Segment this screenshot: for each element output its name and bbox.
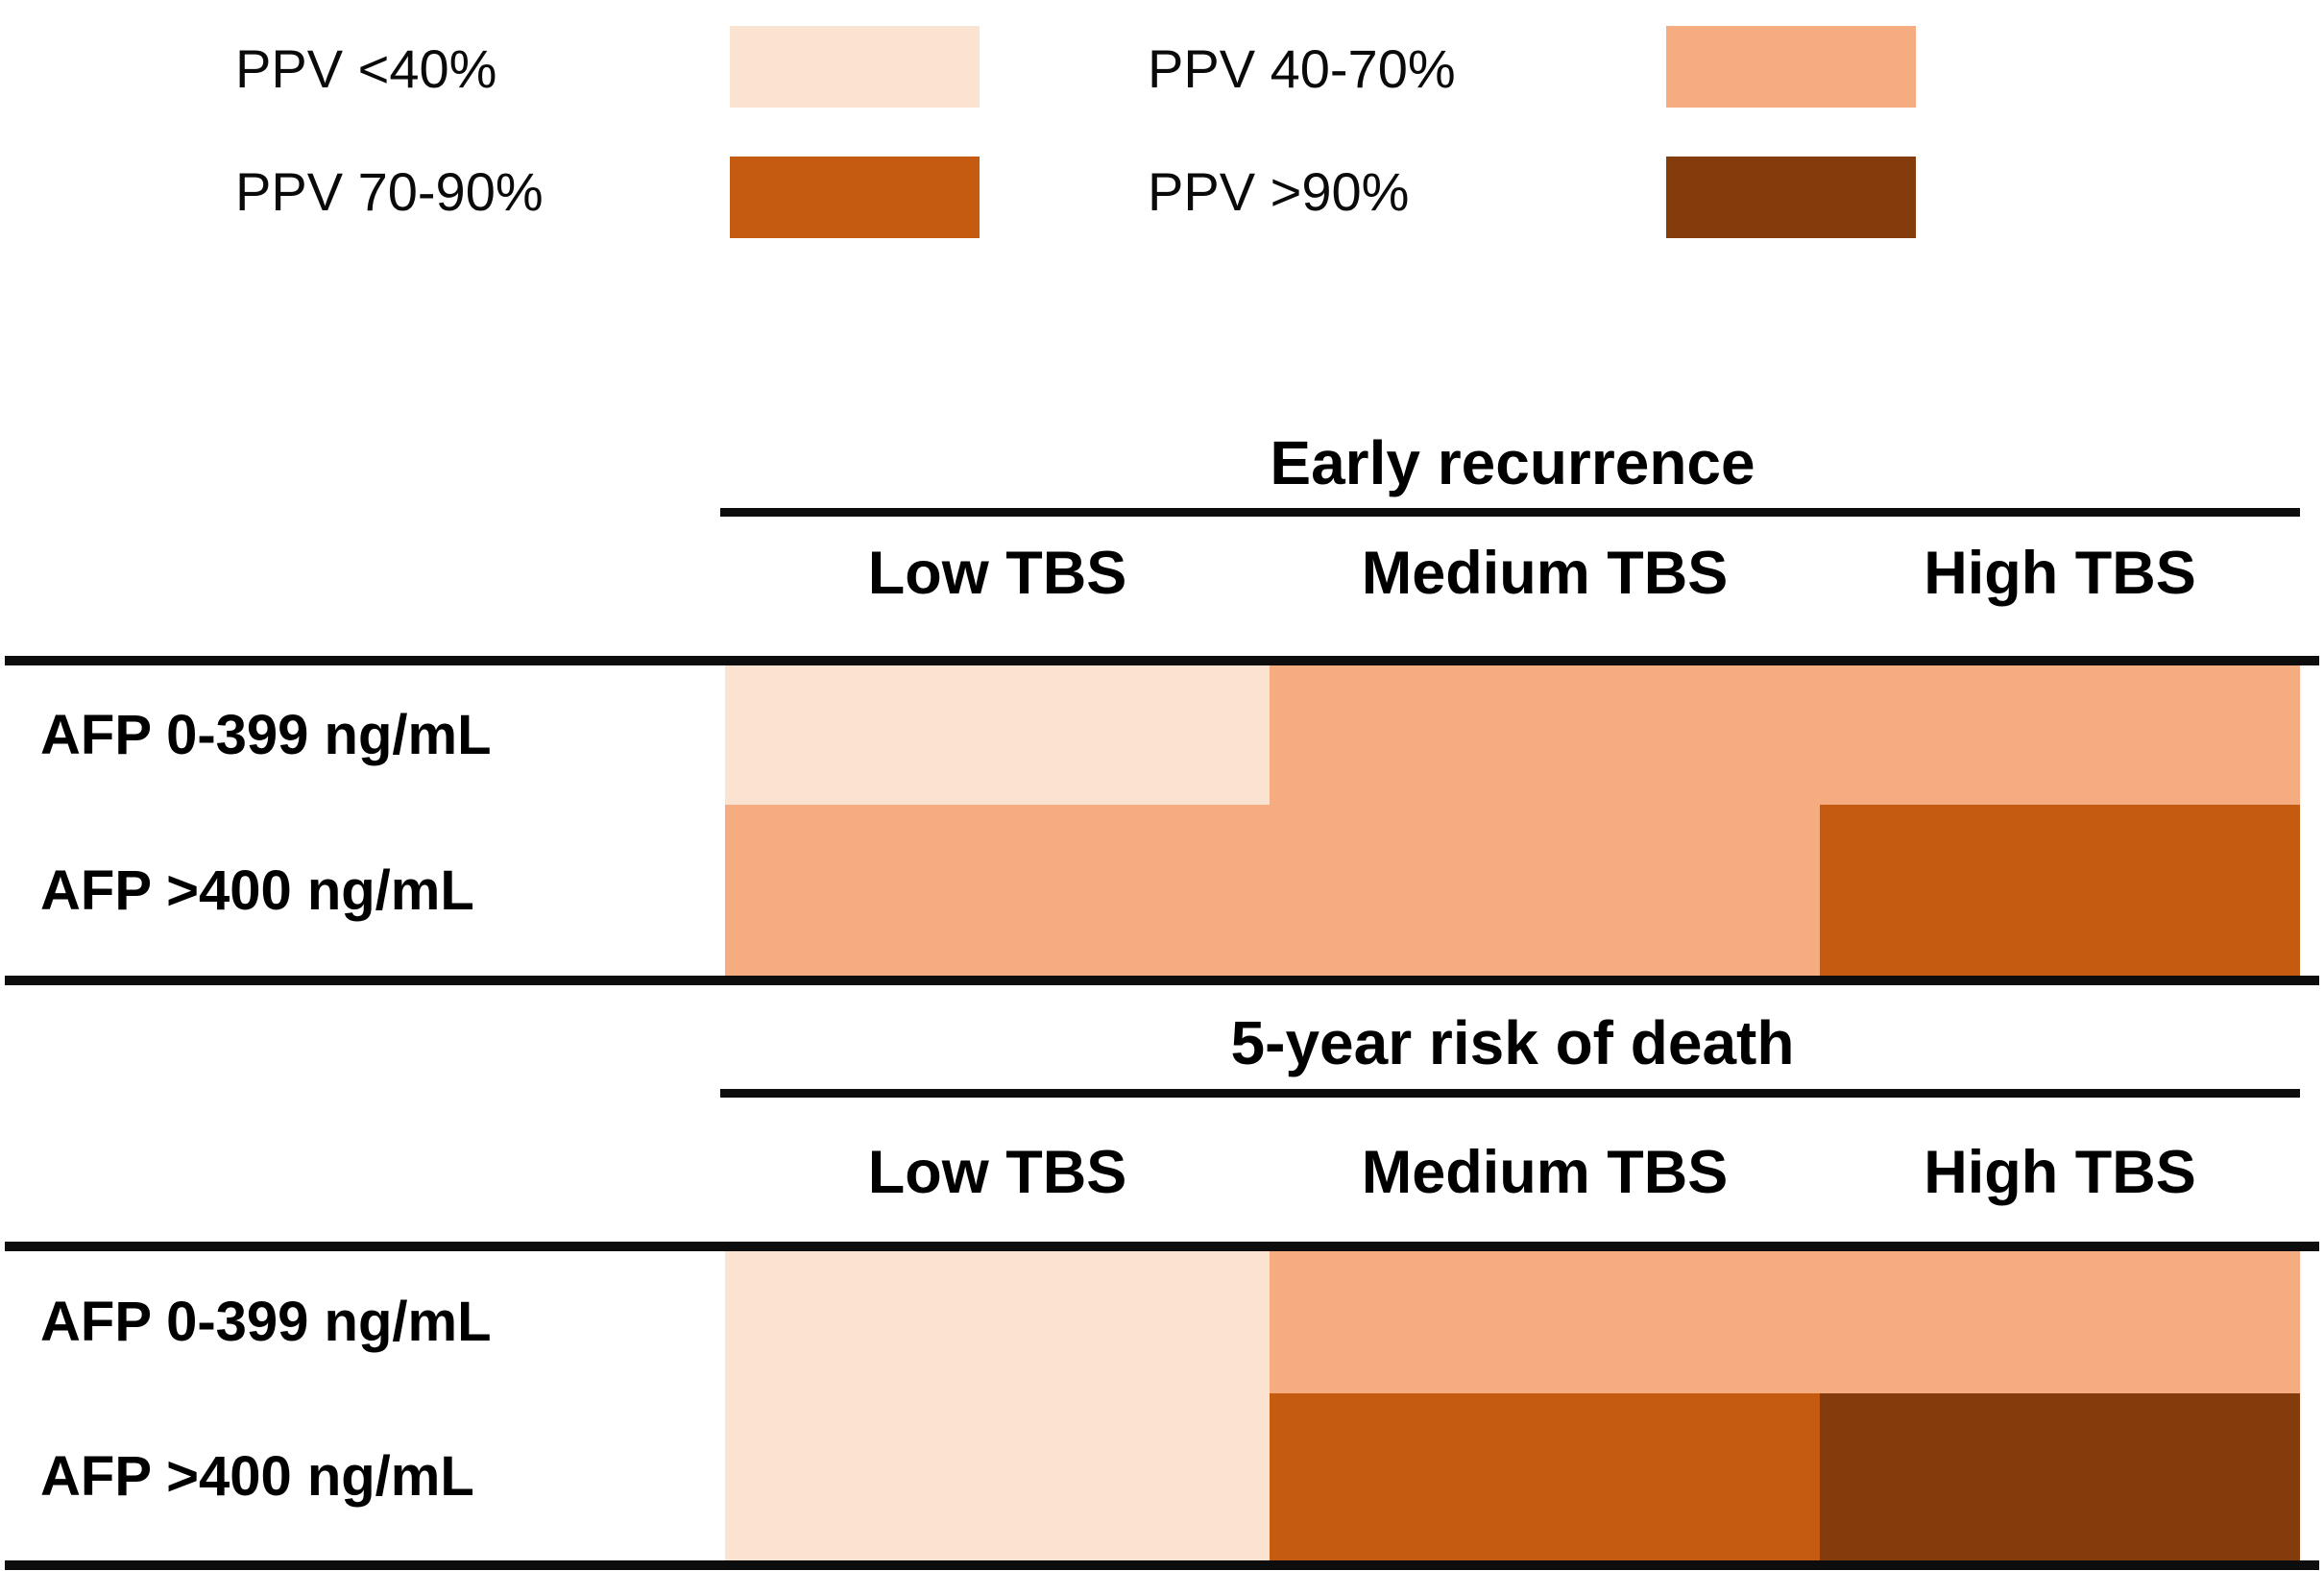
column-header-medium-tbs: Medium TBS (1361, 1139, 1729, 1206)
column-headers: Low TBS Medium TBS High TBS (725, 1143, 2300, 1203)
heatmap-cell (725, 665, 1270, 805)
row-label-afp-gt400: AFP >400 ng/mL (40, 859, 474, 922)
column-header-high-tbs: High TBS (1924, 1139, 2196, 1206)
heatmap-cell (1270, 665, 1820, 805)
table-top-rule (5, 1242, 2319, 1251)
heatmap-row (725, 665, 2300, 805)
row-label-afp-0-399: AFP 0-399 ng/mL (40, 1291, 492, 1353)
row-label-afp-0-399: AFP 0-399 ng/mL (40, 704, 492, 766)
table-bottom-rule (5, 976, 2319, 985)
table-top-rule (5, 656, 2319, 665)
column-header-low-tbs: Low TBS (867, 1139, 1127, 1206)
legend-label-ppv-lt40: PPV <40% (235, 38, 497, 99)
header-rule (720, 1089, 2300, 1098)
legend-swatch-ppv-gt90 (1666, 157, 1916, 238)
legend-swatch-ppv-70-90 (730, 157, 980, 238)
column-header-medium-tbs: Medium TBS (1361, 540, 1729, 607)
legend-label-ppv-40-70: PPV 40-70% (1148, 38, 1456, 99)
legend-label-ppv-70-90: PPV 70-90% (235, 161, 544, 222)
table-title: Early recurrence (1270, 428, 1755, 497)
legend-swatch-ppv-lt40 (730, 26, 980, 108)
heatmap-cell (1270, 805, 1820, 976)
column-header-high-tbs: High TBS (1924, 540, 2196, 607)
heatmap-cell (725, 1251, 1270, 1393)
heatmap-cell (1820, 665, 2300, 805)
column-headers: Low TBS Medium TBS High TBS (725, 544, 2300, 604)
table-title: 5-year risk of death (1230, 1008, 1795, 1077)
heatmap-cell (1270, 1251, 1820, 1393)
row-label-afp-gt400: AFP >400 ng/mL (40, 1445, 474, 1508)
table-bottom-rule (5, 1560, 2319, 1570)
column-header-low-tbs: Low TBS (867, 540, 1127, 607)
heatmap-cell (725, 1393, 1270, 1560)
heatmap-cell (1270, 1393, 1820, 1560)
heatmap-cell (725, 805, 1270, 976)
heatmap-row (725, 1393, 2300, 1560)
heatmap-cell (1820, 1251, 2300, 1393)
header-rule (720, 508, 2300, 517)
legend-swatch-ppv-40-70 (1666, 26, 1916, 108)
heatmap-cell (1820, 1393, 2300, 1560)
heatmap-row (725, 1251, 2300, 1393)
heatmap-cell (1820, 805, 2300, 976)
heatmap-row (725, 805, 2300, 976)
legend-label-ppv-gt90: PPV >90% (1148, 161, 1410, 222)
